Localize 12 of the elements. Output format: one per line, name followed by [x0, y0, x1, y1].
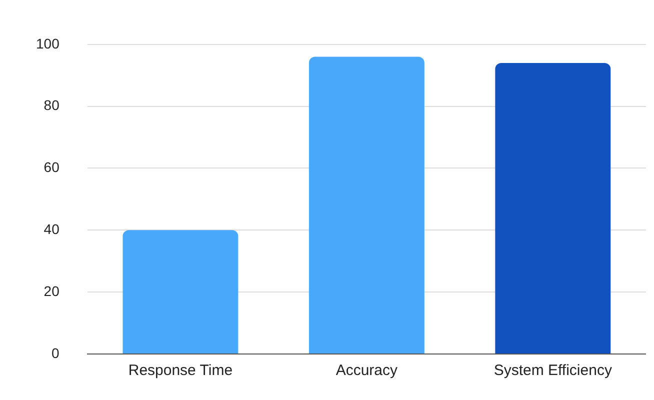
bar	[122, 230, 238, 354]
y-tick-label: 100	[36, 35, 60, 52]
bar	[308, 56, 424, 354]
y-tick-label: 20	[44, 282, 60, 299]
x-tick-label: System Efficiency	[494, 362, 612, 380]
y-tick-label: 40	[44, 221, 60, 238]
x-tick-label: Response Time	[128, 362, 233, 380]
x-tick-label: Accuracy	[336, 362, 398, 380]
y-tick-label: 80	[44, 97, 60, 114]
y-tick-label: 0	[52, 344, 60, 361]
bar	[495, 62, 611, 354]
y-tick-label: 60	[44, 159, 60, 176]
